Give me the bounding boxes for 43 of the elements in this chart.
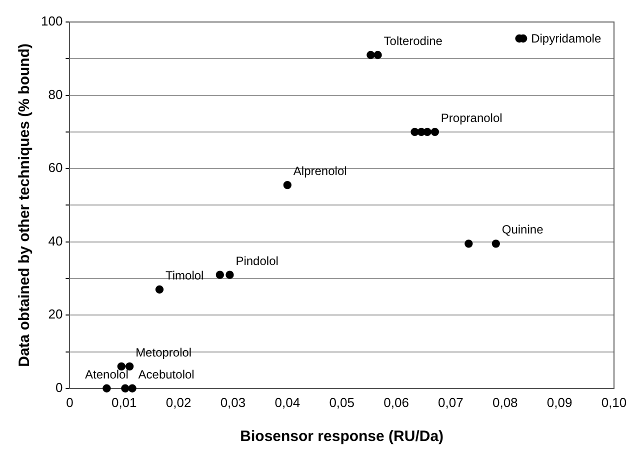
point — [492, 240, 500, 248]
x-tick-label: 0,06 — [384, 394, 409, 410]
point — [216, 270, 224, 279]
y-tick-label: 40 — [48, 233, 63, 248]
point — [128, 384, 136, 392]
x-tick-label: 0,01 — [111, 394, 137, 410]
point — [102, 384, 111, 392]
annotation: Metoprolol — [136, 345, 192, 360]
point — [226, 270, 234, 279]
annotation: Pindolol — [236, 254, 278, 268]
y-axis-title: Data obtained by other techniques (% bound) — [16, 44, 34, 367]
annotation: Dipyridamole — [531, 31, 602, 46]
y-tick-label: 20 — [48, 306, 63, 322]
annotation: Quinine — [502, 222, 544, 237]
annotation: Acebutolol — [138, 367, 194, 382]
x-axis-title: Biosensor response (RU/Da) — [240, 428, 444, 446]
y-tick-label: 80 — [48, 86, 63, 102]
y-tick-label: 100 — [40, 14, 63, 29]
annotation: Timolol — [166, 268, 204, 282]
y-tick-label: 60 — [48, 160, 63, 176]
point — [366, 50, 375, 60]
point — [283, 180, 292, 190]
annotation: Alprenolol — [293, 164, 347, 178]
annotation: Tolterodine — [384, 34, 443, 48]
x-tick-label: 0,02 — [166, 394, 192, 410]
x-tick-label: 0,04 — [274, 394, 300, 410]
point — [155, 285, 164, 294]
x-tick-label: 0,09 — [546, 394, 572, 410]
annotation: Atenolol — [85, 367, 128, 382]
point — [423, 128, 432, 136]
x-tick-label: 0,05 — [329, 394, 354, 410]
x-tick-label: 0,10 — [601, 394, 627, 410]
x-tick-label: 0,03 — [220, 394, 246, 410]
y-tick-label: 0 — [55, 380, 63, 395]
point — [121, 384, 130, 392]
point — [125, 362, 134, 371]
x-tick-label: 0 — [66, 394, 74, 410]
point — [430, 128, 440, 136]
x-tick-label: 0,07 — [438, 394, 464, 410]
annotation: Propranolol — [440, 110, 502, 125]
point — [374, 50, 382, 60]
point — [464, 240, 473, 248]
x-tick-label: 0,08 — [492, 394, 518, 410]
